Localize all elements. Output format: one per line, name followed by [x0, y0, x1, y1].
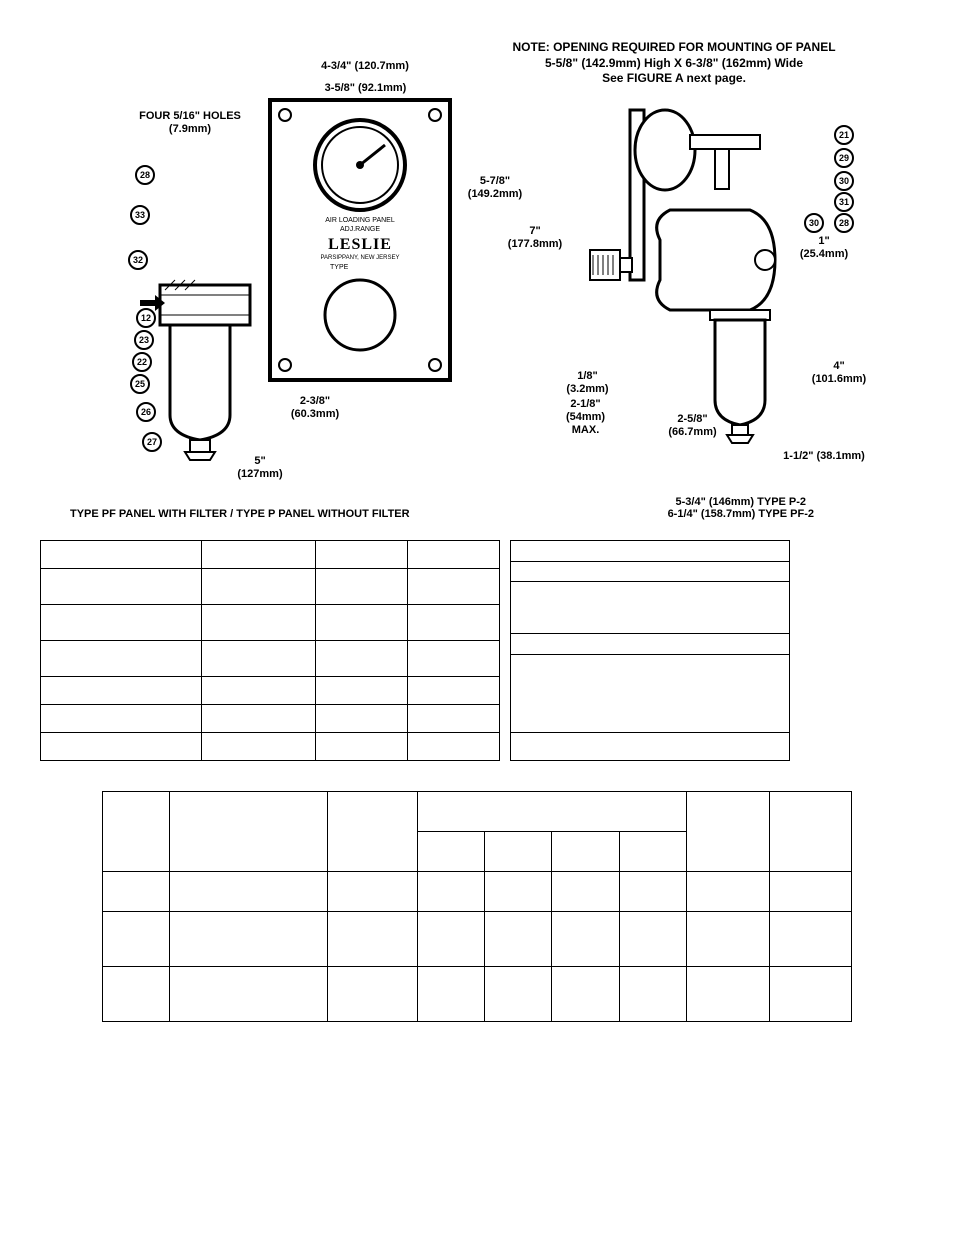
table-row — [41, 569, 500, 605]
bubble-32: 32 — [128, 250, 148, 270]
right-caption: 5-3/4" (146mm) TYPE P-2 6-1/4" (158.7mm)… — [668, 496, 814, 520]
right-caption-1: 5-3/4" (146mm) TYPE P-2 — [676, 496, 807, 508]
bubble-29: 29 — [834, 148, 854, 168]
table-row — [511, 582, 790, 634]
table-row — [511, 732, 790, 761]
dim-l1: 1/8" (3.2mm) — [560, 370, 615, 396]
bubble-25: 25 — [130, 374, 150, 394]
table-row — [41, 641, 500, 677]
tables-row — [40, 540, 914, 761]
diagram-area: NOTE: OPENING REQUIRED FOR MOUNTING OF P… — [40, 40, 914, 520]
bubble-23: 23 — [134, 330, 154, 350]
spec-table-1 — [40, 540, 500, 761]
dim-b1: 2-3/8" (60.3mm) — [285, 395, 345, 421]
dim-r3: 1-1/2" (38.1mm) — [769, 450, 879, 463]
dim-top1: 4-3/4" (120.7mm) — [315, 60, 415, 73]
left-caption: TYPE PF PANEL WITH FILTER / TYPE P PANEL… — [70, 508, 410, 520]
panel-label-airloading: AIR LOADING PANEL — [315, 217, 405, 225]
table-row — [41, 605, 500, 641]
panel-label-type: TYPE — [330, 264, 390, 272]
table-row — [41, 677, 500, 705]
dim-l3: 2-5/8" (66.7mm) — [665, 413, 720, 439]
bubble-28: 28 — [135, 165, 155, 185]
spec-table-2 — [510, 540, 790, 761]
table-row — [511, 561, 790, 582]
bubble-26: 26 — [136, 402, 156, 422]
dim-r1: 1" (25.4mm) — [794, 235, 854, 261]
bubble-12: 12 — [136, 308, 156, 328]
table-row — [511, 541, 790, 562]
bubble-22: 22 — [132, 352, 152, 372]
table-row — [103, 872, 852, 912]
bubble-30: 30 — [834, 171, 854, 191]
table-row — [511, 634, 790, 655]
table-row — [511, 654, 790, 732]
table-row — [103, 792, 852, 832]
bubble-21: 21 — [834, 125, 854, 145]
bubble-28b: 28 — [834, 213, 854, 233]
right-caption-2: 6-1/4" (158.7mm) TYPE PF-2 — [668, 508, 814, 520]
spec-table-3 — [102, 791, 852, 1022]
dim-b2: 5" (127mm) — [225, 455, 295, 481]
bubble-33: 33 — [130, 205, 150, 225]
dim-holes: FOUR 5/16" HOLES (7.9mm) — [130, 110, 250, 136]
note-line3: See FIGURE A next page. — [602, 71, 746, 85]
mounting-note: NOTE: OPENING REQUIRED FOR MOUNTING OF P… — [494, 40, 854, 87]
panel-label-adjrange: ADJ.RANGE — [315, 226, 405, 234]
table-row — [41, 733, 500, 761]
dim-h1: 5-7/8" (149.2mm) — [460, 175, 530, 201]
bubble-31: 31 — [834, 192, 854, 212]
bubble-27: 27 — [142, 432, 162, 452]
dim-top2: 3-5/8" (92.1mm) — [318, 82, 413, 95]
dim-r2: 4" (101.6mm) — [804, 360, 874, 386]
table-row — [41, 541, 500, 569]
table-row — [103, 912, 852, 967]
panel-brand: LESLIE — [315, 235, 405, 254]
table-row — [41, 705, 500, 733]
dim-l2: 2-1/8" (54mm) MAX. — [558, 398, 613, 438]
bubble-30b: 30 — [804, 213, 824, 233]
note-line1: NOTE: OPENING REQUIRED FOR MOUNTING OF P… — [512, 40, 835, 54]
table-row — [103, 967, 852, 1022]
panel-label-city: PARSIPPANY, NEW JERSEY — [310, 255, 410, 262]
note-line2: 5-5/8" (142.9mm) High X 6-3/8" (162mm) W… — [545, 56, 803, 70]
